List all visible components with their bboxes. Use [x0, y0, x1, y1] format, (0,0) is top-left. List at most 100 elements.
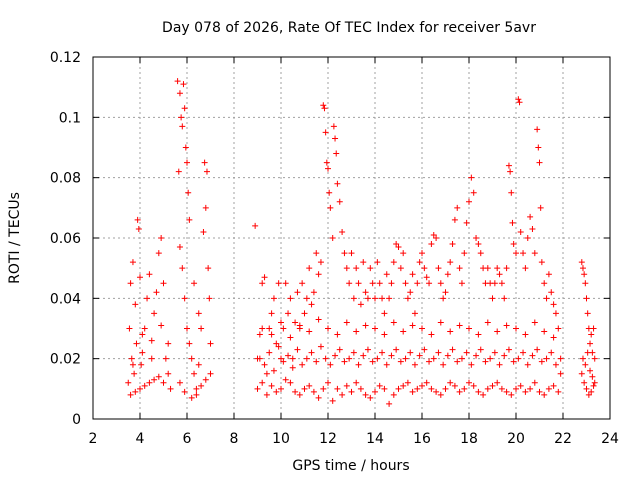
data-point [475, 331, 482, 338]
data-point [381, 310, 388, 317]
plot-frame [92, 56, 611, 420]
data-point [529, 352, 536, 359]
data-point [341, 358, 348, 365]
data-point [555, 325, 562, 332]
data-point [273, 340, 280, 347]
data-point [529, 225, 536, 232]
data-point [299, 361, 306, 368]
data-point [536, 159, 543, 166]
data-point [381, 385, 388, 392]
data-point [336, 198, 343, 205]
data-point [374, 355, 381, 362]
data-point [548, 349, 555, 356]
data-point [589, 373, 596, 380]
data-point [193, 385, 200, 392]
data-point [498, 280, 505, 287]
data-point [386, 400, 393, 407]
data-point [545, 385, 552, 392]
data-point [466, 325, 472, 332]
data-point [202, 204, 209, 211]
data-point [322, 129, 329, 136]
data-point [207, 370, 214, 377]
data-point [332, 352, 339, 359]
data-point [416, 352, 423, 359]
data-point [451, 216, 458, 223]
data-point [536, 388, 543, 395]
data-point [200, 228, 207, 235]
data-point [582, 361, 589, 368]
data-point [503, 265, 510, 272]
data-point [285, 310, 292, 317]
data-point [447, 379, 454, 386]
data-point [381, 331, 388, 338]
data-point [470, 189, 477, 196]
data-point [266, 349, 273, 356]
data-point [313, 250, 320, 257]
data-point [508, 189, 515, 196]
data-point [301, 385, 308, 392]
data-point [256, 355, 263, 362]
data-point [132, 301, 139, 308]
data-point [477, 250, 484, 257]
data-point [325, 165, 331, 172]
data-point [273, 388, 280, 395]
data-point [317, 343, 324, 350]
data-point [332, 135, 339, 142]
data-point [374, 259, 381, 266]
data-point [545, 271, 552, 278]
data-point [350, 349, 357, 356]
data-point [278, 319, 284, 326]
data-point [362, 391, 369, 398]
data-point [456, 388, 463, 395]
data-point [135, 225, 142, 232]
data-point [268, 382, 275, 389]
data-point [543, 355, 550, 362]
data-point [202, 376, 209, 383]
data-point [315, 394, 322, 401]
data-point [141, 325, 148, 332]
data-point [510, 358, 517, 365]
data-point [289, 364, 296, 371]
data-point [181, 105, 188, 112]
data-point [188, 355, 195, 362]
data-point [395, 385, 402, 392]
data-point [437, 391, 444, 398]
data-point [137, 274, 143, 281]
data-point [557, 355, 564, 362]
data-point [587, 340, 594, 347]
data-point [473, 352, 480, 359]
data-point [315, 271, 322, 278]
data-point [480, 391, 487, 398]
data-point [548, 289, 555, 296]
data-point [397, 358, 404, 365]
data-point [468, 361, 475, 368]
data-point [515, 355, 522, 362]
data-point [428, 241, 435, 248]
data-point [442, 289, 449, 296]
data-point [496, 361, 503, 368]
data-point [541, 391, 548, 398]
y-tick-label: 0.04 [50, 291, 81, 307]
data-point [435, 265, 442, 272]
chart-title: Day 078 of 2026, Rate Of TEC Index for r… [162, 20, 536, 36]
data-point [585, 391, 592, 398]
data-point [317, 259, 324, 266]
data-point [390, 319, 397, 326]
data-point [155, 250, 162, 257]
data-point [158, 235, 165, 241]
data-point [421, 346, 428, 353]
data-point [261, 274, 268, 281]
data-point [263, 391, 270, 398]
x-tick-label: 14 [366, 431, 384, 447]
y-tick-label: 0.12 [50, 50, 81, 66]
data-point [133, 340, 140, 347]
data-point [148, 355, 155, 362]
x-tick-label: 8 [230, 431, 239, 447]
data-point [306, 328, 313, 335]
data-point [475, 388, 482, 395]
data-point [456, 322, 463, 329]
data-point [343, 382, 350, 389]
data-point [287, 379, 294, 386]
data-point [383, 271, 390, 278]
data-point [327, 204, 334, 211]
